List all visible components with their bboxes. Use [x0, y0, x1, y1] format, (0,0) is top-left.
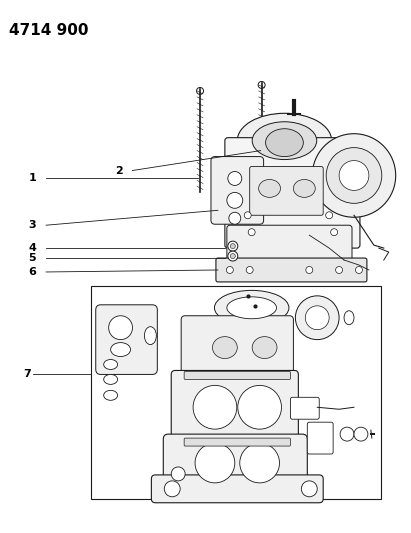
Text: 4: 4 — [28, 243, 36, 253]
FancyBboxPatch shape — [225, 138, 360, 248]
Ellipse shape — [252, 122, 317, 159]
FancyBboxPatch shape — [96, 305, 157, 375]
FancyBboxPatch shape — [211, 157, 263, 224]
Text: 2: 2 — [115, 166, 122, 175]
Circle shape — [301, 481, 317, 497]
Circle shape — [229, 212, 241, 224]
Text: 3: 3 — [28, 220, 36, 230]
Circle shape — [296, 296, 339, 340]
Text: 7: 7 — [23, 369, 31, 379]
FancyBboxPatch shape — [171, 370, 298, 443]
Circle shape — [230, 254, 235, 259]
Ellipse shape — [144, 327, 156, 345]
Ellipse shape — [104, 360, 118, 369]
Circle shape — [246, 266, 253, 273]
Ellipse shape — [104, 390, 118, 400]
Circle shape — [248, 229, 255, 236]
Text: 4714 900: 4714 900 — [9, 23, 89, 38]
Ellipse shape — [212, 337, 237, 359]
FancyBboxPatch shape — [181, 316, 293, 378]
Circle shape — [258, 82, 265, 88]
Circle shape — [226, 266, 233, 273]
Ellipse shape — [227, 297, 277, 319]
Circle shape — [164, 481, 180, 497]
Circle shape — [109, 316, 132, 340]
Circle shape — [195, 443, 235, 483]
Ellipse shape — [104, 375, 118, 384]
Ellipse shape — [344, 311, 354, 325]
Text: 5: 5 — [28, 253, 36, 263]
Circle shape — [227, 192, 243, 208]
Circle shape — [171, 467, 185, 481]
Circle shape — [228, 172, 242, 185]
Text: 6: 6 — [28, 267, 36, 277]
Text: 1: 1 — [28, 173, 36, 183]
Circle shape — [330, 229, 337, 236]
FancyBboxPatch shape — [184, 372, 291, 379]
Ellipse shape — [252, 337, 277, 359]
FancyBboxPatch shape — [184, 438, 291, 446]
FancyBboxPatch shape — [216, 258, 367, 282]
Circle shape — [228, 251, 238, 261]
Circle shape — [326, 212, 332, 219]
FancyBboxPatch shape — [151, 475, 323, 503]
Circle shape — [240, 443, 279, 483]
FancyBboxPatch shape — [163, 434, 307, 494]
Circle shape — [356, 266, 363, 273]
Circle shape — [228, 241, 238, 251]
Circle shape — [230, 244, 235, 248]
Ellipse shape — [266, 129, 303, 157]
Circle shape — [244, 212, 251, 219]
Ellipse shape — [111, 343, 131, 357]
Bar — [91, 286, 381, 499]
Circle shape — [339, 160, 369, 190]
Circle shape — [196, 87, 203, 94]
FancyBboxPatch shape — [307, 422, 333, 454]
Circle shape — [340, 427, 354, 441]
Ellipse shape — [259, 180, 280, 197]
FancyBboxPatch shape — [227, 225, 352, 276]
Circle shape — [306, 266, 313, 273]
Circle shape — [326, 148, 382, 203]
Circle shape — [336, 266, 342, 273]
FancyBboxPatch shape — [250, 166, 323, 215]
Circle shape — [238, 385, 282, 429]
Ellipse shape — [215, 290, 289, 325]
Circle shape — [193, 385, 237, 429]
Ellipse shape — [293, 180, 315, 197]
Circle shape — [312, 134, 396, 217]
Circle shape — [305, 306, 329, 330]
FancyBboxPatch shape — [291, 397, 319, 419]
Ellipse shape — [237, 114, 332, 168]
Circle shape — [354, 427, 368, 441]
